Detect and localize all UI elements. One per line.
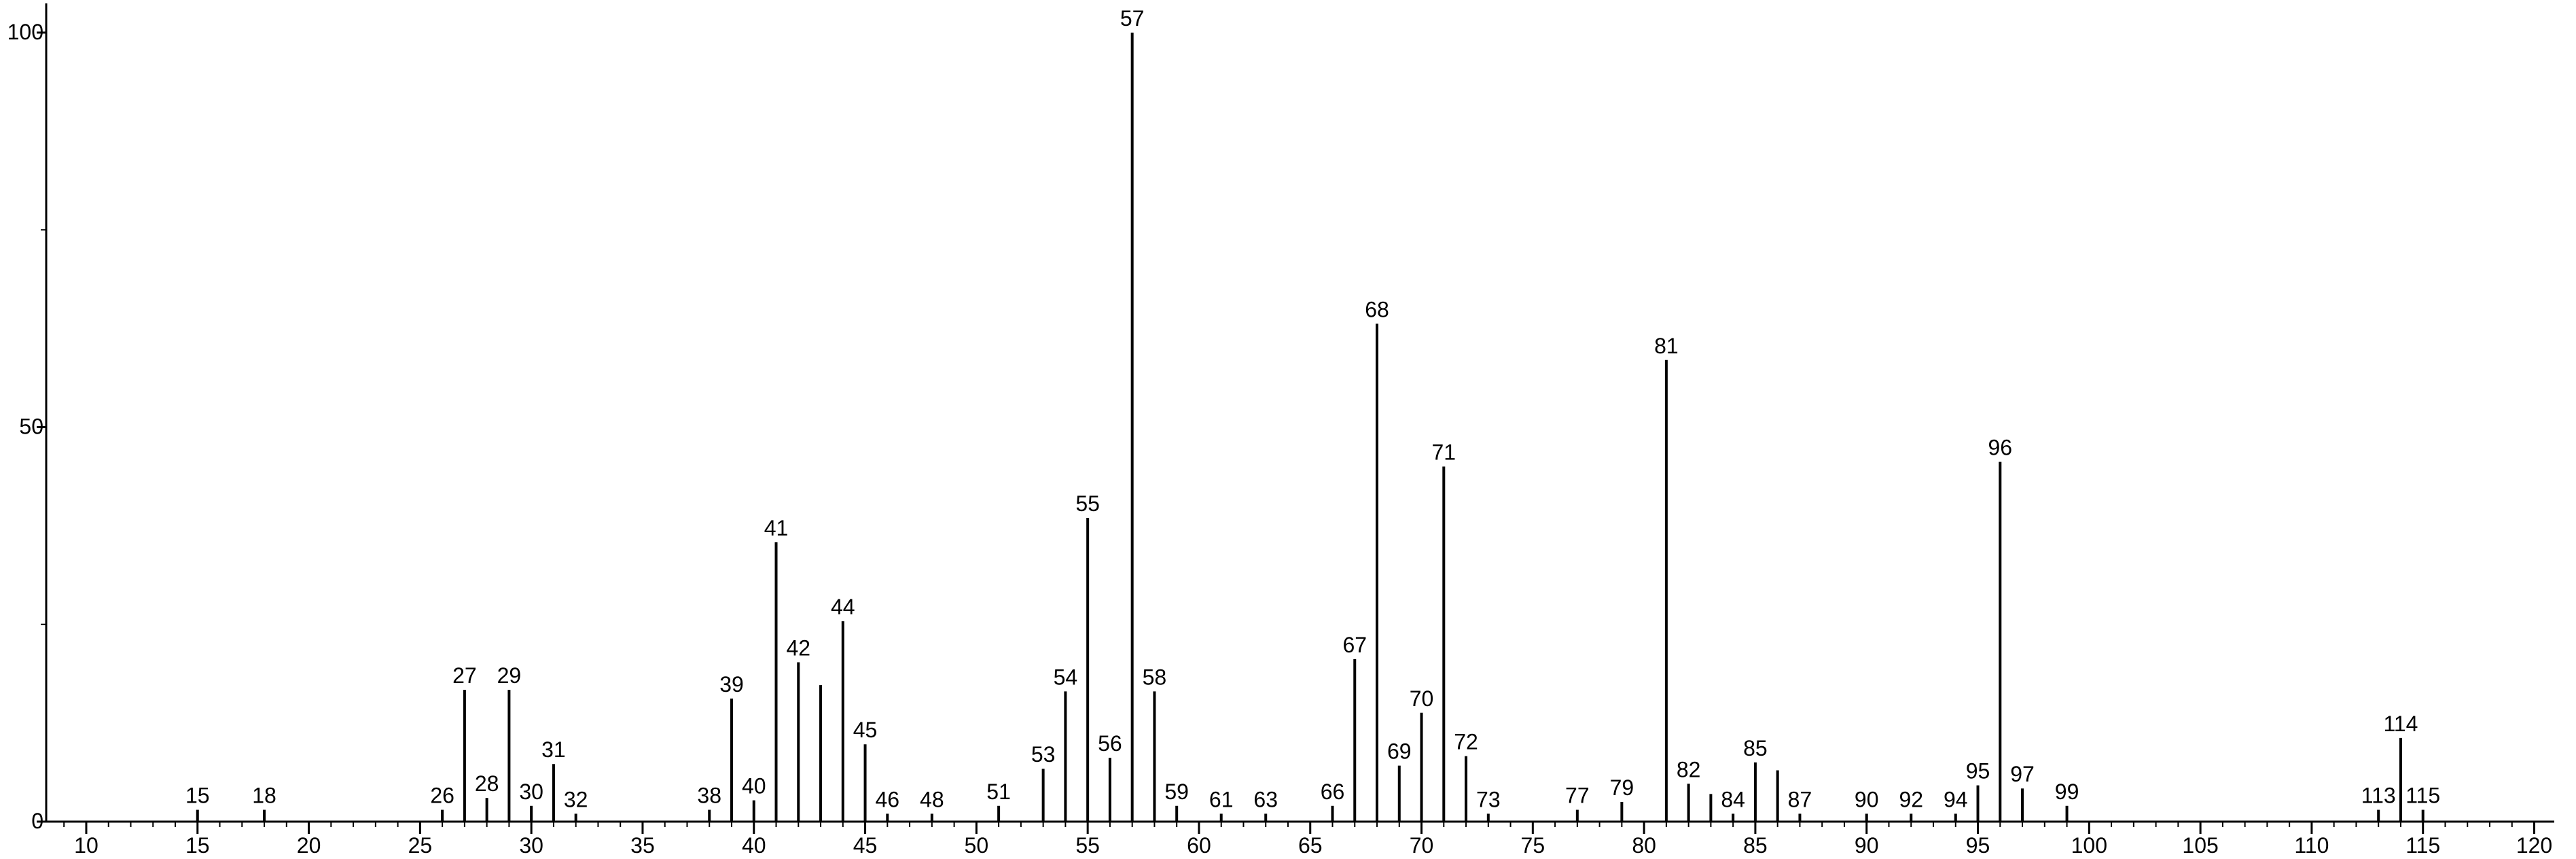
peak-label: 85 <box>1743 736 1768 760</box>
peak-label: 69 <box>1387 739 1412 764</box>
peak-label: 99 <box>2055 779 2079 804</box>
peak-label: 114 <box>2383 712 2418 736</box>
peak-label: 63 <box>1253 787 1278 811</box>
peak-label: 42 <box>786 635 810 660</box>
y-tick-label: 0 <box>31 809 43 833</box>
x-tick-label: 35 <box>630 833 655 858</box>
x-tick-label: 55 <box>1075 833 1100 858</box>
x-tick-label: 50 <box>965 833 989 858</box>
x-tick-label: 70 <box>1410 833 1434 858</box>
peak-label: 95 <box>1966 759 1990 784</box>
x-tick-label: 20 <box>297 833 321 858</box>
peak-label: 90 <box>1855 787 1879 811</box>
peak-label: 30 <box>519 779 543 804</box>
peak-label: 55 <box>1075 491 1100 516</box>
peak-label: 32 <box>564 787 588 811</box>
peak-label: 39 <box>719 672 744 697</box>
peak-label: 45 <box>853 718 878 742</box>
peak-label: 115 <box>2405 784 2440 808</box>
peak-label: 53 <box>1031 742 1056 767</box>
peak-label: 38 <box>697 784 721 808</box>
peak-label: 58 <box>1143 665 1167 689</box>
x-tick-label: 80 <box>1632 833 1656 858</box>
peak-label: 46 <box>876 787 900 811</box>
peak-label: 96 <box>1988 436 2012 460</box>
y-tick-label: 50 <box>19 414 43 438</box>
x-tick-label: 115 <box>2405 833 2440 858</box>
peak-label: 68 <box>1365 297 1389 321</box>
x-tick-label: 95 <box>1966 833 1990 858</box>
peak-label: 51 <box>986 779 1011 804</box>
x-tick-label: 105 <box>2182 833 2218 858</box>
peak-label: 61 <box>1209 787 1234 811</box>
peak-label: 72 <box>1454 730 1478 754</box>
peak-label: 59 <box>1164 779 1189 804</box>
x-tick-label: 65 <box>1298 833 1323 858</box>
peak-label: 41 <box>764 516 789 540</box>
peak-label: 79 <box>1610 775 1634 800</box>
peak-label: 15 <box>185 784 210 808</box>
peak-label: 40 <box>742 774 766 799</box>
x-tick-label: 30 <box>519 833 543 858</box>
x-tick-label: 45 <box>853 833 878 858</box>
peak-label: 18 <box>252 784 276 808</box>
peak-label: 31 <box>541 737 566 762</box>
x-tick-label: 85 <box>1743 833 1768 858</box>
x-tick-label: 15 <box>185 833 210 858</box>
peak-label: 77 <box>1565 784 1590 808</box>
peak-label: 56 <box>1098 731 1122 756</box>
peak-label: 57 <box>1120 6 1145 31</box>
x-tick-label: 90 <box>1855 833 1879 858</box>
x-tick-label: 10 <box>74 833 99 858</box>
x-tick-label: 110 <box>2294 833 2329 858</box>
peak-label: 87 <box>1788 787 1812 811</box>
x-tick-label: 40 <box>742 833 766 858</box>
peak-label: 82 <box>1677 757 1701 782</box>
x-tick-label: 75 <box>1521 833 1545 858</box>
x-tick-label: 60 <box>1187 833 1211 858</box>
peak-label: 29 <box>497 663 522 688</box>
peak-label: 28 <box>475 771 499 796</box>
x-tick-label: 120 <box>2516 833 2552 858</box>
peak-label: 67 <box>1342 633 1367 657</box>
peak-label: 84 <box>1721 787 1745 811</box>
peak-label: 44 <box>831 595 855 619</box>
peak-label: 97 <box>2010 762 2035 786</box>
peak-label: 81 <box>1654 334 1679 358</box>
peak-label: 73 <box>1476 787 1501 811</box>
peak-label: 26 <box>430 784 454 808</box>
peak-label: 113 <box>2361 784 2396 808</box>
x-tick-label: 25 <box>408 833 433 858</box>
peak-label: 94 <box>1944 787 1968 811</box>
y-tick-label: 100 <box>7 20 43 44</box>
x-tick-label: 100 <box>2071 833 2107 858</box>
peak-label: 54 <box>1054 665 1078 689</box>
peak-label: 92 <box>1899 787 1923 811</box>
peak-label: 48 <box>920 787 944 811</box>
peak-label: 27 <box>452 663 477 688</box>
peak-label: 66 <box>1321 779 1345 804</box>
peak-label: 71 <box>1432 440 1456 465</box>
peak-label: 70 <box>1410 686 1434 711</box>
